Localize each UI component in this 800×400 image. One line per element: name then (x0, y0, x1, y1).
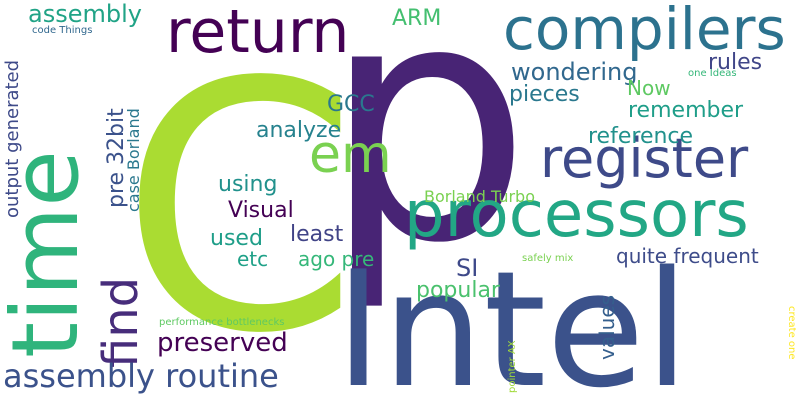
word-c: C (120, 10, 359, 400)
word-wondering: wondering (511, 58, 638, 86)
word-gcc: GCC (327, 92, 375, 117)
word-si: SI (456, 254, 479, 282)
word-compilers: compilers (503, 0, 786, 63)
word-rules: rules (708, 50, 763, 75)
word-one-ideas: one Ideas (688, 68, 737, 79)
word-create-one: create one (786, 306, 797, 360)
word-least: least (290, 222, 344, 247)
word-analyze: analyze (256, 118, 342, 143)
word-borland-turbo: Borland Turbo (424, 187, 535, 206)
word-em: em (309, 125, 392, 185)
word-register: register (540, 127, 749, 190)
word-visual: Visual (228, 198, 294, 223)
word-intel: Intel (335, 236, 690, 400)
word-quite-frequent: quite frequent (616, 244, 759, 268)
word-etc: etc (237, 247, 269, 271)
word-remember: remember (628, 98, 744, 123)
word-arm: ARM (392, 6, 442, 31)
word-find: find (93, 276, 149, 368)
word-return: return (166, 0, 350, 67)
word-popular: popular (416, 278, 500, 303)
word-p: p (322, 0, 532, 315)
word-safely-mix: safely mix (522, 253, 574, 264)
word-values: values (595, 294, 619, 360)
word-output-generated: output generated (2, 59, 23, 218)
word-processors: processors (404, 178, 749, 252)
word-using: using (218, 172, 278, 197)
word-assembly: assembly (28, 0, 142, 28)
word-performance-bottlenecks: performance bottlenecks (159, 317, 285, 328)
word-preserved: preserved (157, 328, 288, 358)
word-case-borland: case Borland (124, 108, 143, 212)
word-assembly-routine: assembly routine (3, 357, 279, 395)
word-reference: reference (588, 124, 694, 149)
word-pointer-ax: pointer AX (507, 340, 518, 393)
word-used: used (210, 226, 263, 251)
word-ago-pre: ago pre (298, 247, 375, 271)
word-pieces: pieces (509, 82, 580, 107)
word-now: Now (627, 76, 671, 100)
word-code-things: code Things (32, 25, 93, 36)
